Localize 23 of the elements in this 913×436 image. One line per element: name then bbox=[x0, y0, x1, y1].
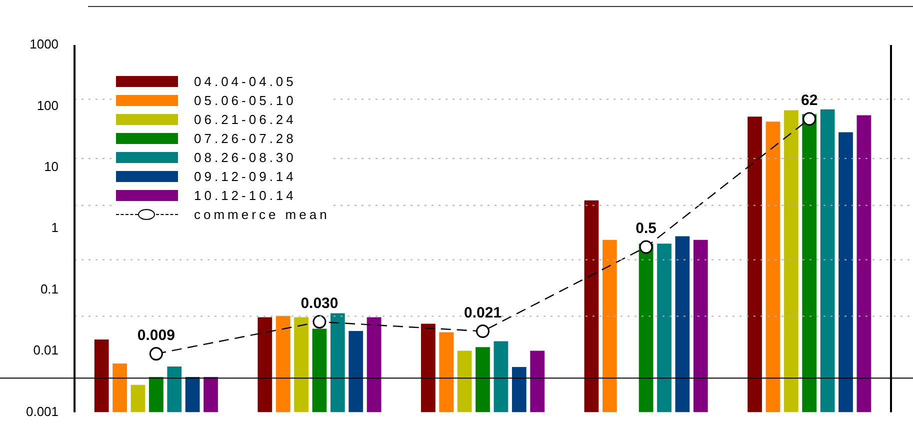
data-label: 62 bbox=[801, 92, 818, 109]
y-tick-label: 0.001 bbox=[26, 404, 59, 419]
y-tick-label: 10 bbox=[44, 158, 59, 174]
legend-label: 09.12-09.14 bbox=[194, 168, 296, 186]
legend-label: 05.06-05.10 bbox=[194, 92, 296, 110]
point bbox=[802, 112, 816, 126]
legend-label: 10.12-10.14 bbox=[194, 187, 296, 205]
y-tick-label: 1000 bbox=[30, 36, 59, 52]
point bbox=[312, 315, 326, 329]
legend-label: 08.26-08.30 bbox=[194, 149, 296, 167]
legend-label: 07.26-07.28 bbox=[194, 130, 296, 148]
legend-label: commerce mean bbox=[194, 206, 330, 224]
y-tick-label: 1 bbox=[51, 220, 59, 236]
y-tick-label: 100 bbox=[36, 98, 59, 113]
legend-label: 06.21-06.24 bbox=[194, 111, 296, 129]
legend-label: 04.04-04.05 bbox=[194, 73, 296, 91]
data-label: 0.5 bbox=[636, 220, 656, 238]
data-label: 0.009 bbox=[137, 326, 175, 344]
y-tick-label: 0.01 bbox=[33, 342, 59, 358]
data-label: 0.021 bbox=[464, 304, 502, 322]
point bbox=[639, 240, 653, 254]
y-tick-label: 0.1 bbox=[40, 281, 59, 296]
data-label: 0.030 bbox=[300, 294, 338, 312]
